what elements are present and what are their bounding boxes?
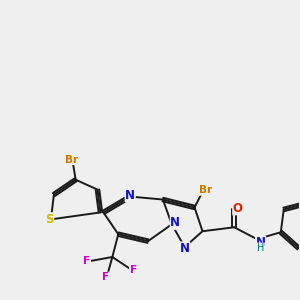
Text: F: F	[102, 272, 110, 282]
Text: Br: Br	[199, 185, 212, 195]
Text: Br: Br	[65, 154, 78, 164]
Text: S: S	[45, 213, 54, 226]
Text: N: N	[170, 216, 180, 229]
Text: H: H	[257, 243, 264, 253]
Text: N: N	[256, 236, 266, 249]
Text: O: O	[233, 202, 243, 215]
Text: F: F	[83, 256, 91, 266]
Text: N: N	[180, 242, 190, 255]
Text: F: F	[130, 266, 137, 275]
Text: N: N	[125, 189, 135, 202]
